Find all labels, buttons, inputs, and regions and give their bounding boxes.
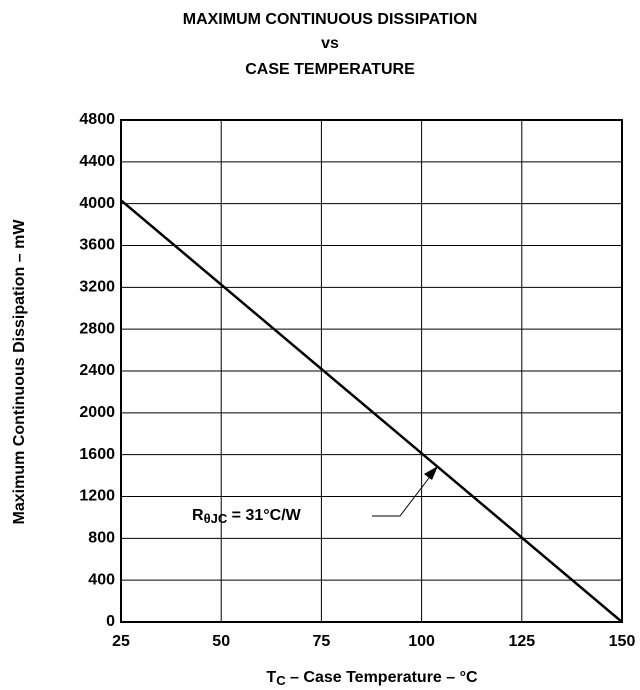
x-label-main: T	[266, 669, 276, 686]
y-tick-label: 4800	[79, 111, 115, 128]
y-tick-label: 800	[88, 530, 115, 547]
y-tick-label: 1200	[79, 488, 115, 505]
x-tick-label: 50	[212, 633, 230, 650]
x-tick-label: 100	[408, 633, 435, 650]
annotation: RθJC = 31°C/W	[192, 507, 302, 526]
x-tick-label: 150	[609, 633, 636, 650]
y-tick-label: 3600	[79, 237, 115, 254]
x-tick-label: 75	[313, 633, 331, 650]
x-tick-label: 25	[112, 633, 130, 650]
y-tick-label: 400	[88, 571, 115, 588]
x-label-rest: – Case Temperature – °C	[286, 669, 478, 686]
x-axis-label: TC – Case Temperature – °C	[266, 669, 478, 688]
chart-title: vs	[321, 35, 339, 52]
annotation-arrow	[424, 466, 438, 480]
y-axis-label: Maximum Continuous Dissipation – mW	[11, 219, 28, 525]
annotation-leader	[372, 473, 433, 517]
annotation-sub: θJC	[204, 511, 228, 526]
x-tick-label: 125	[508, 633, 535, 650]
chart-title: MAXIMUM CONTINUOUS DISSIPATION	[183, 11, 478, 28]
y-tick-label: 3200	[79, 279, 115, 296]
annotation-main: R	[192, 507, 204, 524]
x-label-sub: C	[276, 673, 286, 688]
chart-title: CASE TEMPERATURE	[245, 61, 415, 78]
data-line	[120, 199, 623, 623]
y-tick-label: 2000	[79, 404, 115, 421]
y-tick-label: 4400	[79, 153, 115, 170]
y-tick-label: 2400	[79, 362, 115, 379]
y-tick-label: 0	[106, 613, 115, 630]
annotation-rest: = 31°C/W	[227, 507, 301, 524]
plot-border	[120, 119, 623, 623]
y-tick-label: 4000	[79, 195, 115, 212]
y-tick-label: 2800	[79, 320, 115, 337]
y-tick-label: 1600	[79, 446, 115, 463]
